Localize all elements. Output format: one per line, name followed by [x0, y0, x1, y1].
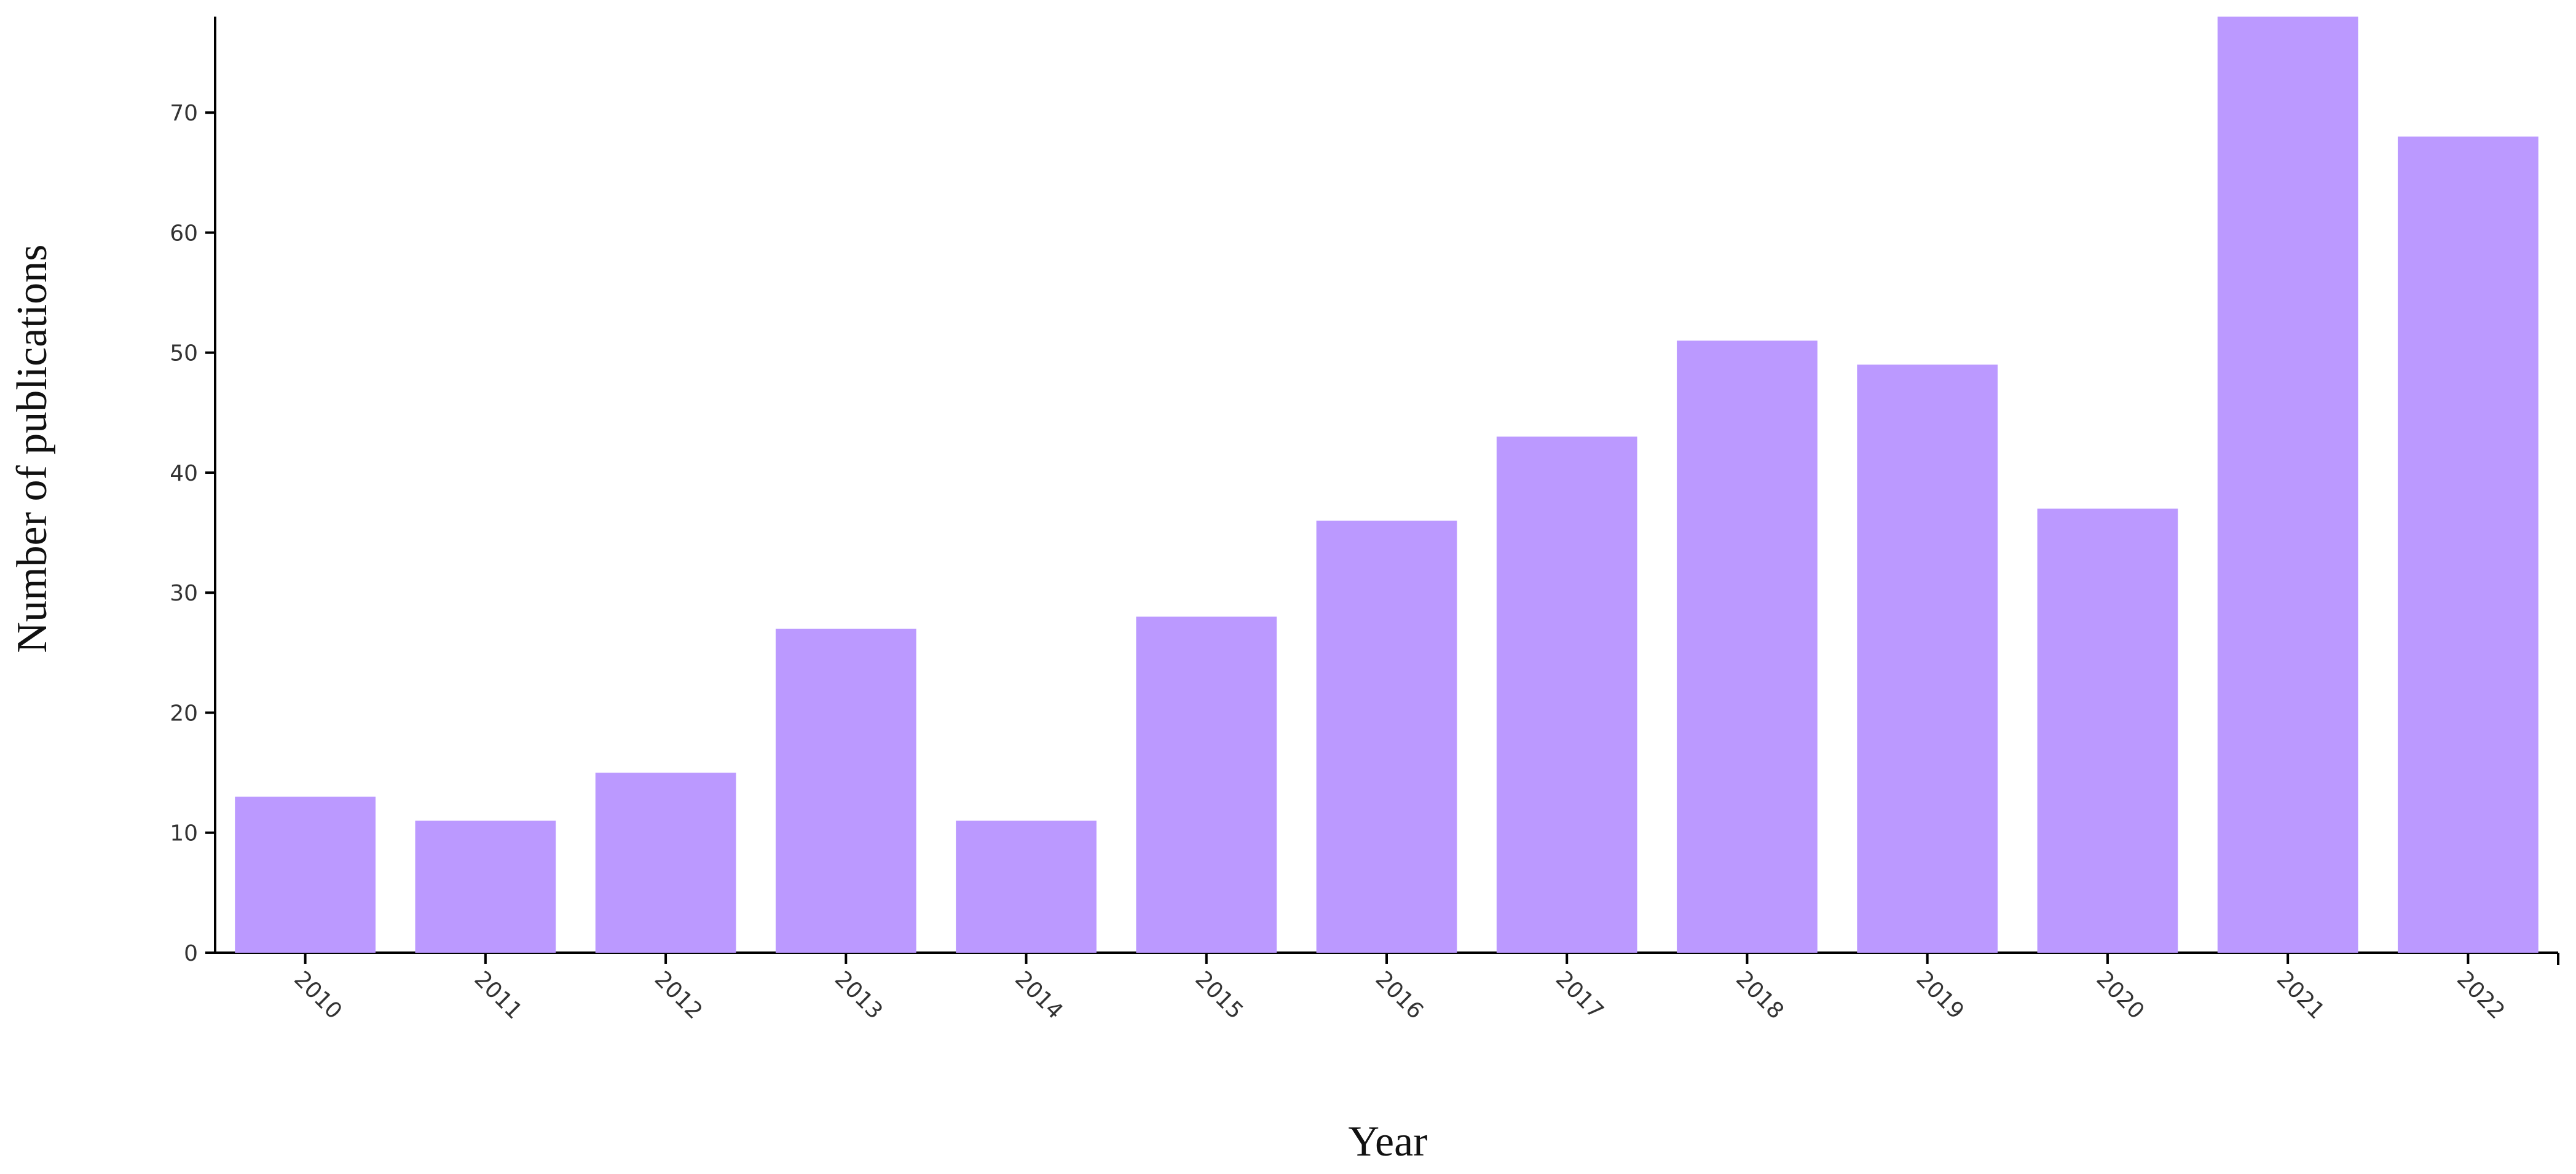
bar — [2398, 136, 2539, 953]
x-tick-label: 2015 — [1190, 966, 1248, 1024]
bar — [1677, 341, 1818, 953]
x-tick-label: 2014 — [1010, 966, 1068, 1024]
x-tick-label: 2012 — [650, 966, 707, 1024]
bar — [1496, 436, 1637, 953]
bar — [1316, 521, 1457, 953]
x-axis-title: Year — [1349, 1118, 1428, 1165]
bar — [775, 628, 916, 953]
x-tick-label: 2016 — [1371, 966, 1428, 1024]
y-tick-label: 0 — [184, 941, 198, 966]
bar — [956, 821, 1097, 953]
x-tick-label: 2017 — [1551, 966, 1609, 1024]
y-axis-title: Number of publications — [9, 245, 56, 653]
bar — [1857, 364, 1998, 953]
y-tick-label: 70 — [170, 101, 198, 126]
x-tick-label: 2011 — [469, 966, 527, 1024]
x-tick-label: 2020 — [2092, 966, 2149, 1024]
bar — [2217, 17, 2358, 953]
x-tick-label: 2013 — [830, 966, 888, 1024]
x-tick-label: 2019 — [1911, 966, 1969, 1024]
bar — [415, 821, 556, 953]
bar — [2037, 508, 2178, 953]
y-tick-label: 10 — [170, 821, 198, 846]
y-tick-label: 40 — [170, 461, 198, 486]
y-tick-label: 30 — [170, 581, 198, 606]
bar — [1136, 617, 1277, 953]
x-tick-label: 2018 — [1731, 966, 1789, 1024]
x-tick-label: 2021 — [2272, 966, 2330, 1024]
y-tick-label: 20 — [170, 701, 198, 726]
x-tick-label: 2022 — [2452, 966, 2510, 1024]
bar — [235, 797, 376, 953]
x-tick-label: 2010 — [289, 966, 347, 1024]
y-tick-label: 60 — [170, 221, 198, 246]
y-tick-label: 50 — [170, 341, 198, 366]
bar — [595, 773, 736, 953]
